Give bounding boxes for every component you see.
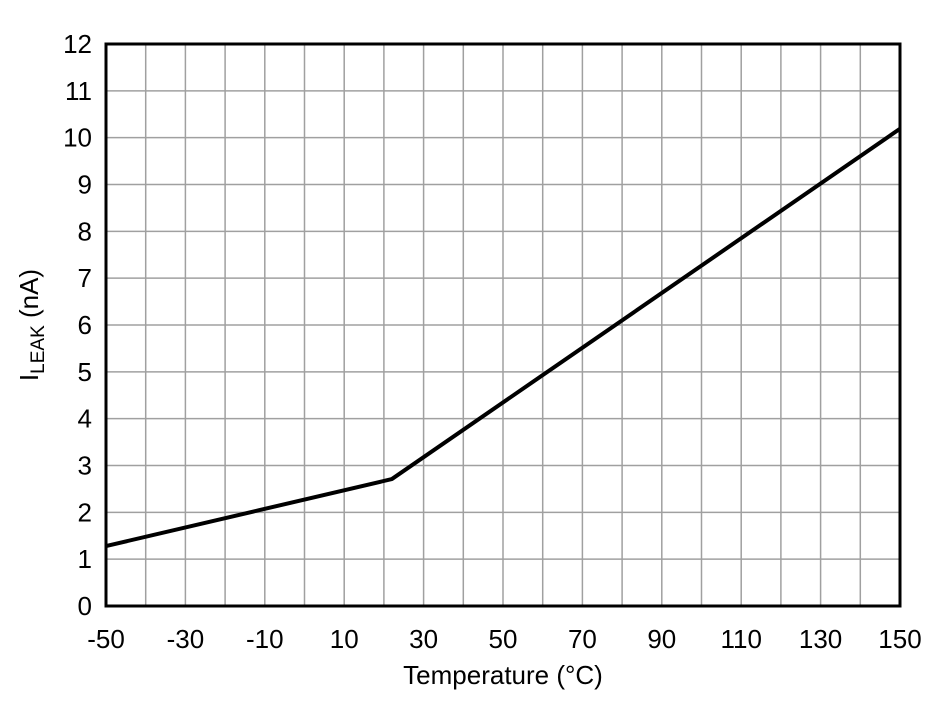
- x-tick-label: 90: [647, 624, 676, 654]
- y-tick-label: 5: [78, 357, 92, 387]
- x-tick-label: 10: [330, 624, 359, 654]
- series: [105, 127, 902, 549]
- x-tick-label: 150: [878, 624, 921, 654]
- y-axis-label-unit: (nA): [14, 269, 44, 325]
- y-tick-label: 10: [63, 123, 92, 153]
- y-tick-label: 3: [78, 451, 92, 481]
- x-tick-label: 50: [489, 624, 518, 654]
- plot-frame: [104, 42, 902, 608]
- x-axis-label: Temperature (°C): [403, 660, 603, 690]
- y-tick-label: 2: [78, 497, 92, 527]
- y-axis-label-main: I: [14, 374, 44, 381]
- x-tick-label: -30: [167, 624, 205, 654]
- y-tick-label: 6: [78, 310, 92, 340]
- y-tick-label: 0: [78, 591, 92, 621]
- x-tick-label: -50: [87, 624, 125, 654]
- y-tick-label: 12: [63, 29, 92, 59]
- x-tick-label: -10: [246, 624, 284, 654]
- x-tick-label: 130: [799, 624, 842, 654]
- x-tick-labels: -50 -30 -10 10 30 50 70 90 110 130 150: [87, 624, 921, 654]
- y-tick-label: 8: [78, 216, 92, 246]
- grid: [105, 43, 901, 607]
- y-axis-label: ILEAK (nA): [14, 269, 49, 381]
- series-line: [105, 127, 902, 549]
- x-tick-label: 70: [568, 624, 597, 654]
- y-tick-label: 11: [65, 76, 92, 106]
- y-tick-label: 9: [78, 170, 92, 200]
- x-tick-label: 30: [409, 624, 438, 654]
- y-tick-label: 7: [78, 263, 92, 293]
- y-axis-label-sub: LEAK: [28, 325, 49, 374]
- x-tick-label: 110: [720, 624, 761, 654]
- y-tick-label: 1: [78, 544, 92, 574]
- y-tick-label: 4: [78, 404, 92, 434]
